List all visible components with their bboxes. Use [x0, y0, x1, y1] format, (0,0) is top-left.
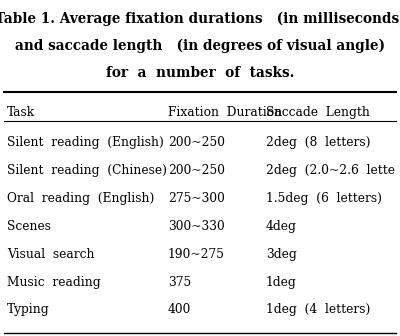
Text: Task: Task	[7, 106, 35, 119]
Text: 4deg: 4deg	[266, 220, 297, 233]
Text: Visual  search: Visual search	[7, 248, 95, 261]
Text: Typing: Typing	[7, 303, 50, 317]
Text: Silent  reading  (Chinese): Silent reading (Chinese)	[7, 164, 167, 177]
Text: 2deg  (2.0~2.6  lette: 2deg (2.0~2.6 lette	[266, 164, 395, 177]
Text: 275~300: 275~300	[168, 192, 225, 205]
Text: Scenes: Scenes	[7, 220, 51, 233]
Text: 2deg  (8  letters): 2deg (8 letters)	[266, 136, 370, 149]
Text: Oral  reading  (English): Oral reading (English)	[7, 192, 154, 205]
Text: 200~250: 200~250	[168, 136, 225, 149]
Text: 1deg: 1deg	[266, 276, 297, 289]
Text: 200~250: 200~250	[168, 164, 225, 177]
Text: 1deg  (4  letters): 1deg (4 letters)	[266, 303, 370, 317]
Text: 1.5deg  (6  letters): 1.5deg (6 letters)	[266, 192, 382, 205]
Text: 300~330: 300~330	[168, 220, 225, 233]
Text: Silent  reading  (English): Silent reading (English)	[7, 136, 164, 149]
Text: 375: 375	[168, 276, 191, 289]
Text: for  a  number  of  tasks.: for a number of tasks.	[106, 66, 294, 80]
Text: Table 1. Average fixation durations   (in milliseconds): Table 1. Average fixation durations (in …	[0, 12, 400, 26]
Text: Fixation  Duration: Fixation Duration	[168, 106, 282, 119]
Text: 400: 400	[168, 303, 191, 317]
Text: 3deg: 3deg	[266, 248, 297, 261]
Text: and saccade length   (in degrees of visual angle): and saccade length (in degrees of visual…	[15, 39, 385, 53]
Text: Music  reading: Music reading	[7, 276, 101, 289]
Text: Saccade  Length: Saccade Length	[266, 106, 370, 119]
Text: 190~275: 190~275	[168, 248, 225, 261]
